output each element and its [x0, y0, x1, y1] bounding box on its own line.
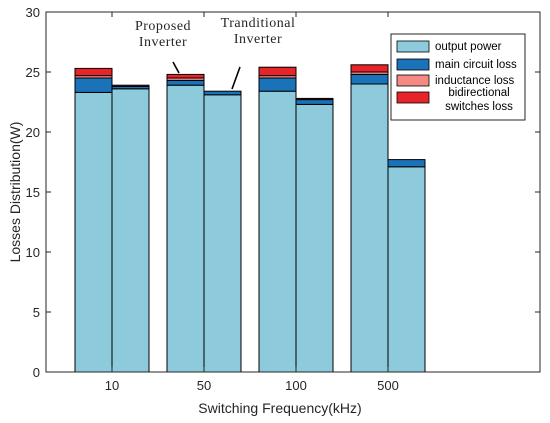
legend-label: bidirectional [448, 87, 509, 99]
bar-traditional-100-series-1 [295, 99, 334, 105]
bar-traditional-100-series-0 [295, 103, 334, 373]
bar-proposed-50-series-3 [166, 73, 205, 79]
bar-proposed-100-series-1 [258, 77, 297, 92]
legend-label: switches loss [445, 101, 513, 113]
bar-traditional-500-series-0 [387, 166, 426, 373]
bar-proposed-500-series-1 [350, 73, 389, 85]
legend-label: main circuit loss [435, 59, 517, 71]
bar-proposed-10-series-0 [74, 91, 113, 373]
bar-proposed-100-series-3 [258, 66, 297, 77]
legend: output power main circuit loss inductance … [390, 33, 526, 121]
legend-swatch [396, 91, 430, 104]
legend-label: inductance loss [435, 75, 515, 87]
bar-traditional-50-series-0 [203, 94, 242, 373]
bar-proposed-100-series-0 [258, 90, 297, 373]
legend-swatch [396, 40, 430, 53]
y-tick-label: 5 [33, 305, 40, 320]
annotation-text-line: Inverter [139, 35, 187, 50]
y-tick-label: 15 [26, 185, 40, 200]
y-tick-label: 10 [26, 245, 40, 260]
y-tick-label: 30 [26, 5, 40, 20]
annotation-text-line: Proposed [135, 19, 191, 34]
bar-proposed-10-series-3 [74, 67, 113, 77]
bar-proposed-10-series-1 [74, 77, 113, 93]
y-tick-label: 0 [33, 365, 40, 380]
x-tick-label: 50 [197, 378, 211, 393]
legend-swatch [396, 74, 430, 87]
y-tick-label: 25 [26, 65, 40, 80]
annotation-text-line: Inverter [234, 32, 282, 47]
axes-layer: 0 5 10 15 20 25 30 10 50 100 500 [26, 5, 541, 393]
annotation-pointer [172, 61, 180, 74]
annotation-text-line: Tranditional [221, 16, 296, 31]
annotation-pointer [231, 66, 241, 90]
bar-traditional-500-series-1 [387, 159, 426, 168]
x-axis-label: Switching Frequency(kHz) [198, 400, 361, 416]
bar-proposed-500-series-0 [350, 83, 389, 373]
bar-traditional-10-series-3 [111, 84, 150, 87]
x-tick-label: 10 [105, 378, 119, 393]
bar-traditional-100-series-3 [295, 97, 334, 101]
y-tick-label: 20 [26, 125, 40, 140]
bars-layer [74, 64, 426, 373]
bar-proposed-50-series-0 [166, 84, 205, 373]
bar-proposed-500-series-3 [350, 64, 389, 73]
x-tick-label: 500 [377, 378, 399, 393]
bar-proposed-50-series-1 [166, 79, 205, 86]
bar-traditional-10-series-0 [111, 88, 150, 373]
x-tick-label: 100 [285, 378, 307, 393]
legend-swatch [396, 58, 430, 71]
y-axis-label: Losses Distribution(W) [7, 122, 23, 263]
legend-label: output power [435, 41, 502, 53]
bar-traditional-50-series-1 [203, 90, 242, 96]
